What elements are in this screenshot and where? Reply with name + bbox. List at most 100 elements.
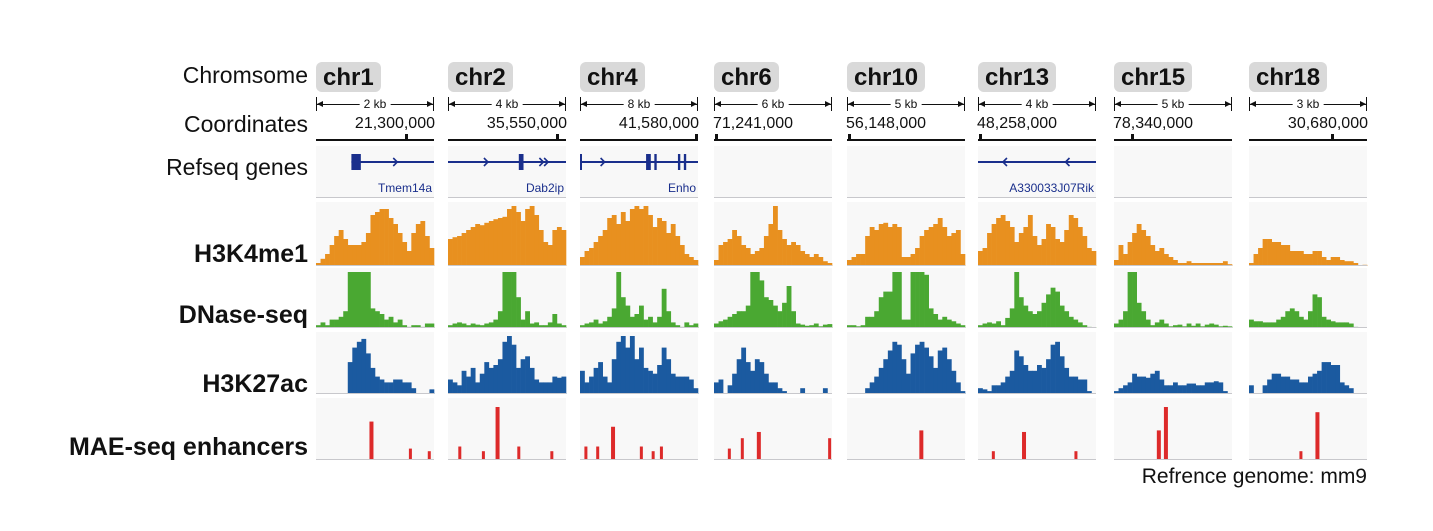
coordinate-label: 41,580,000: [618, 115, 699, 132]
mae-seq-plot: [584, 426, 663, 459]
dnase-signal-bin: [388, 316, 394, 328]
mae-seq-track: [714, 398, 832, 460]
h3k27ac-signal-bin: [365, 353, 371, 394]
refseq-track: [714, 146, 832, 198]
dnase-signal-bin: [424, 323, 430, 328]
locus-panel-chr13: chr13 4 kb 48,258,000 A330033J07Rik: [977, 0, 1097, 531]
dnase-signal-bin: [982, 323, 988, 328]
h3k4me1-signal-bin: [1289, 251, 1295, 266]
dnase-signal-bin: [520, 319, 526, 328]
dnase-signal-bin: [892, 272, 898, 328]
h3k4me1-signal-bin: [1154, 251, 1160, 266]
coordinate-tick: [404, 134, 408, 140]
h3k27ac-signal-bin: [1321, 362, 1327, 394]
h3k27ac-track: [714, 332, 832, 394]
h3k27ac-signal-bin: [768, 382, 774, 394]
h3k4me1-signal-bin: [589, 248, 594, 266]
h3k4me1-signal-bin: [547, 245, 553, 266]
h3k27ac-signal-bin: [892, 341, 898, 394]
dnase-signal-plot: [448, 272, 567, 328]
dnase-signal-bin: [991, 323, 997, 328]
h3k27ac-track: [580, 332, 699, 394]
h3k27ac-signal-bin: [1168, 385, 1174, 394]
h3k4me1-signal-bin: [1312, 251, 1318, 266]
h3k4me1-signal-bin: [1253, 254, 1259, 266]
h3k4me1-signal-bin: [675, 236, 681, 266]
locus-panel-chr4: chr4 8 kb 41,580,000 Enho: [580, 0, 699, 531]
h3k27ac-signal-bin: [484, 362, 490, 394]
exon-block: [677, 154, 681, 170]
arrow-left-icon: [317, 101, 323, 107]
arrow-right-icon: [825, 101, 831, 107]
dnase-signal-bin: [620, 297, 626, 328]
dnase-signal-bin: [516, 297, 521, 328]
h3k27ac-signal-bin: [750, 370, 756, 394]
row-label-h3k27ac: H3K27ac: [202, 370, 308, 398]
scale-bar-label: 2 kb: [359, 97, 391, 111]
dnase-signal-bin: [1321, 316, 1327, 328]
dnase-signal-bin: [1041, 302, 1047, 328]
h3k27ac-signal-bin: [388, 382, 394, 394]
h3k27ac-signal-bin: [1344, 385, 1350, 394]
h3k27ac-signal-bin: [1086, 391, 1092, 394]
h3k4me1-signal-bin: [1200, 263, 1206, 266]
h3k4me1-signal-bin: [851, 257, 857, 266]
mae-seq-plot: [1156, 407, 1168, 459]
dnase-track: [847, 268, 966, 328]
h3k27ac-track: [1249, 332, 1367, 394]
gene-model: [448, 154, 566, 170]
h3k27ac-signal-bin: [475, 382, 481, 394]
h3k4me1-signal-bin: [611, 215, 617, 266]
h3k4me1-signal-bin: [634, 206, 640, 266]
h3k4me1-signal-bin: [813, 254, 819, 266]
scale-bar: 4 kb: [978, 97, 1096, 111]
arrow-right-icon: [1360, 101, 1366, 107]
mae-enhancer-bar: [740, 438, 744, 459]
coordinate-axis: [580, 139, 698, 141]
h3k27ac-signal-bin: [347, 362, 353, 394]
h3k27ac-signal-bin: [457, 385, 462, 394]
dnase-signal-bin: [484, 323, 490, 328]
h3k4me1-signal-bin: [1009, 227, 1015, 266]
track-baseline: [316, 459, 434, 460]
h3k27ac-signal-plot: [714, 347, 828, 394]
mae-seq-track: [580, 398, 698, 460]
gene-name-label: Tmem14a: [377, 181, 432, 195]
dnase-signal-bin: [639, 305, 644, 328]
h3k4me1-signal-bin: [688, 257, 694, 266]
h3k27ac-signal-bin: [1294, 379, 1300, 394]
dnase-signal-bin: [397, 319, 403, 328]
h3k4me1-track: [316, 202, 435, 266]
h3k4me1-signal-bin: [946, 236, 952, 266]
h3k27ac-signal-bin: [996, 385, 1001, 394]
h3k4me1-signal-bin: [878, 224, 884, 266]
h3k27ac-signal-bin: [987, 391, 992, 394]
h3k4me1-signal-bin: [987, 233, 992, 266]
h3k4me1-signal-bin: [1150, 245, 1156, 266]
dnase-signal-bin: [937, 319, 943, 328]
h3k4me1-signal-bin: [1046, 224, 1051, 266]
scale-bar: 2 kb: [316, 97, 434, 111]
h3k27ac-signal-plot: [978, 341, 1092, 394]
h3k4me1-signal-bin: [352, 245, 358, 266]
dnase-signal-bin: [795, 323, 801, 328]
dnase-signal-bin: [800, 324, 806, 328]
row-label-mae-seq-enhancers: MAE-seq enhancers: [69, 433, 308, 461]
dnase-signal-bin: [611, 308, 617, 328]
h3k27ac-signal-bin: [910, 353, 916, 394]
dnase-signal-bin: [580, 325, 585, 328]
mae-enhancer-bar: [611, 426, 616, 459]
h3k4me1-signal-bin: [982, 248, 988, 266]
dnase-signal-bin: [384, 319, 389, 328]
h3k27ac-signal-bin: [406, 382, 412, 394]
track-baseline: [978, 265, 1096, 266]
h3k27ac-signal-bin: [869, 382, 875, 394]
h3k27ac-signal-bin: [493, 365, 499, 394]
h3k4me1-signal-bin: [370, 215, 376, 266]
dnase-signal-bin: [928, 308, 934, 328]
h3k4me1-signal-bin: [883, 222, 889, 266]
h3k4me1-signal-bin: [420, 221, 426, 266]
h3k27ac-signal-bin: [906, 373, 911, 394]
h3k4me1-signal-plot: [847, 218, 966, 266]
dnase-signal-bin: [1032, 314, 1038, 328]
